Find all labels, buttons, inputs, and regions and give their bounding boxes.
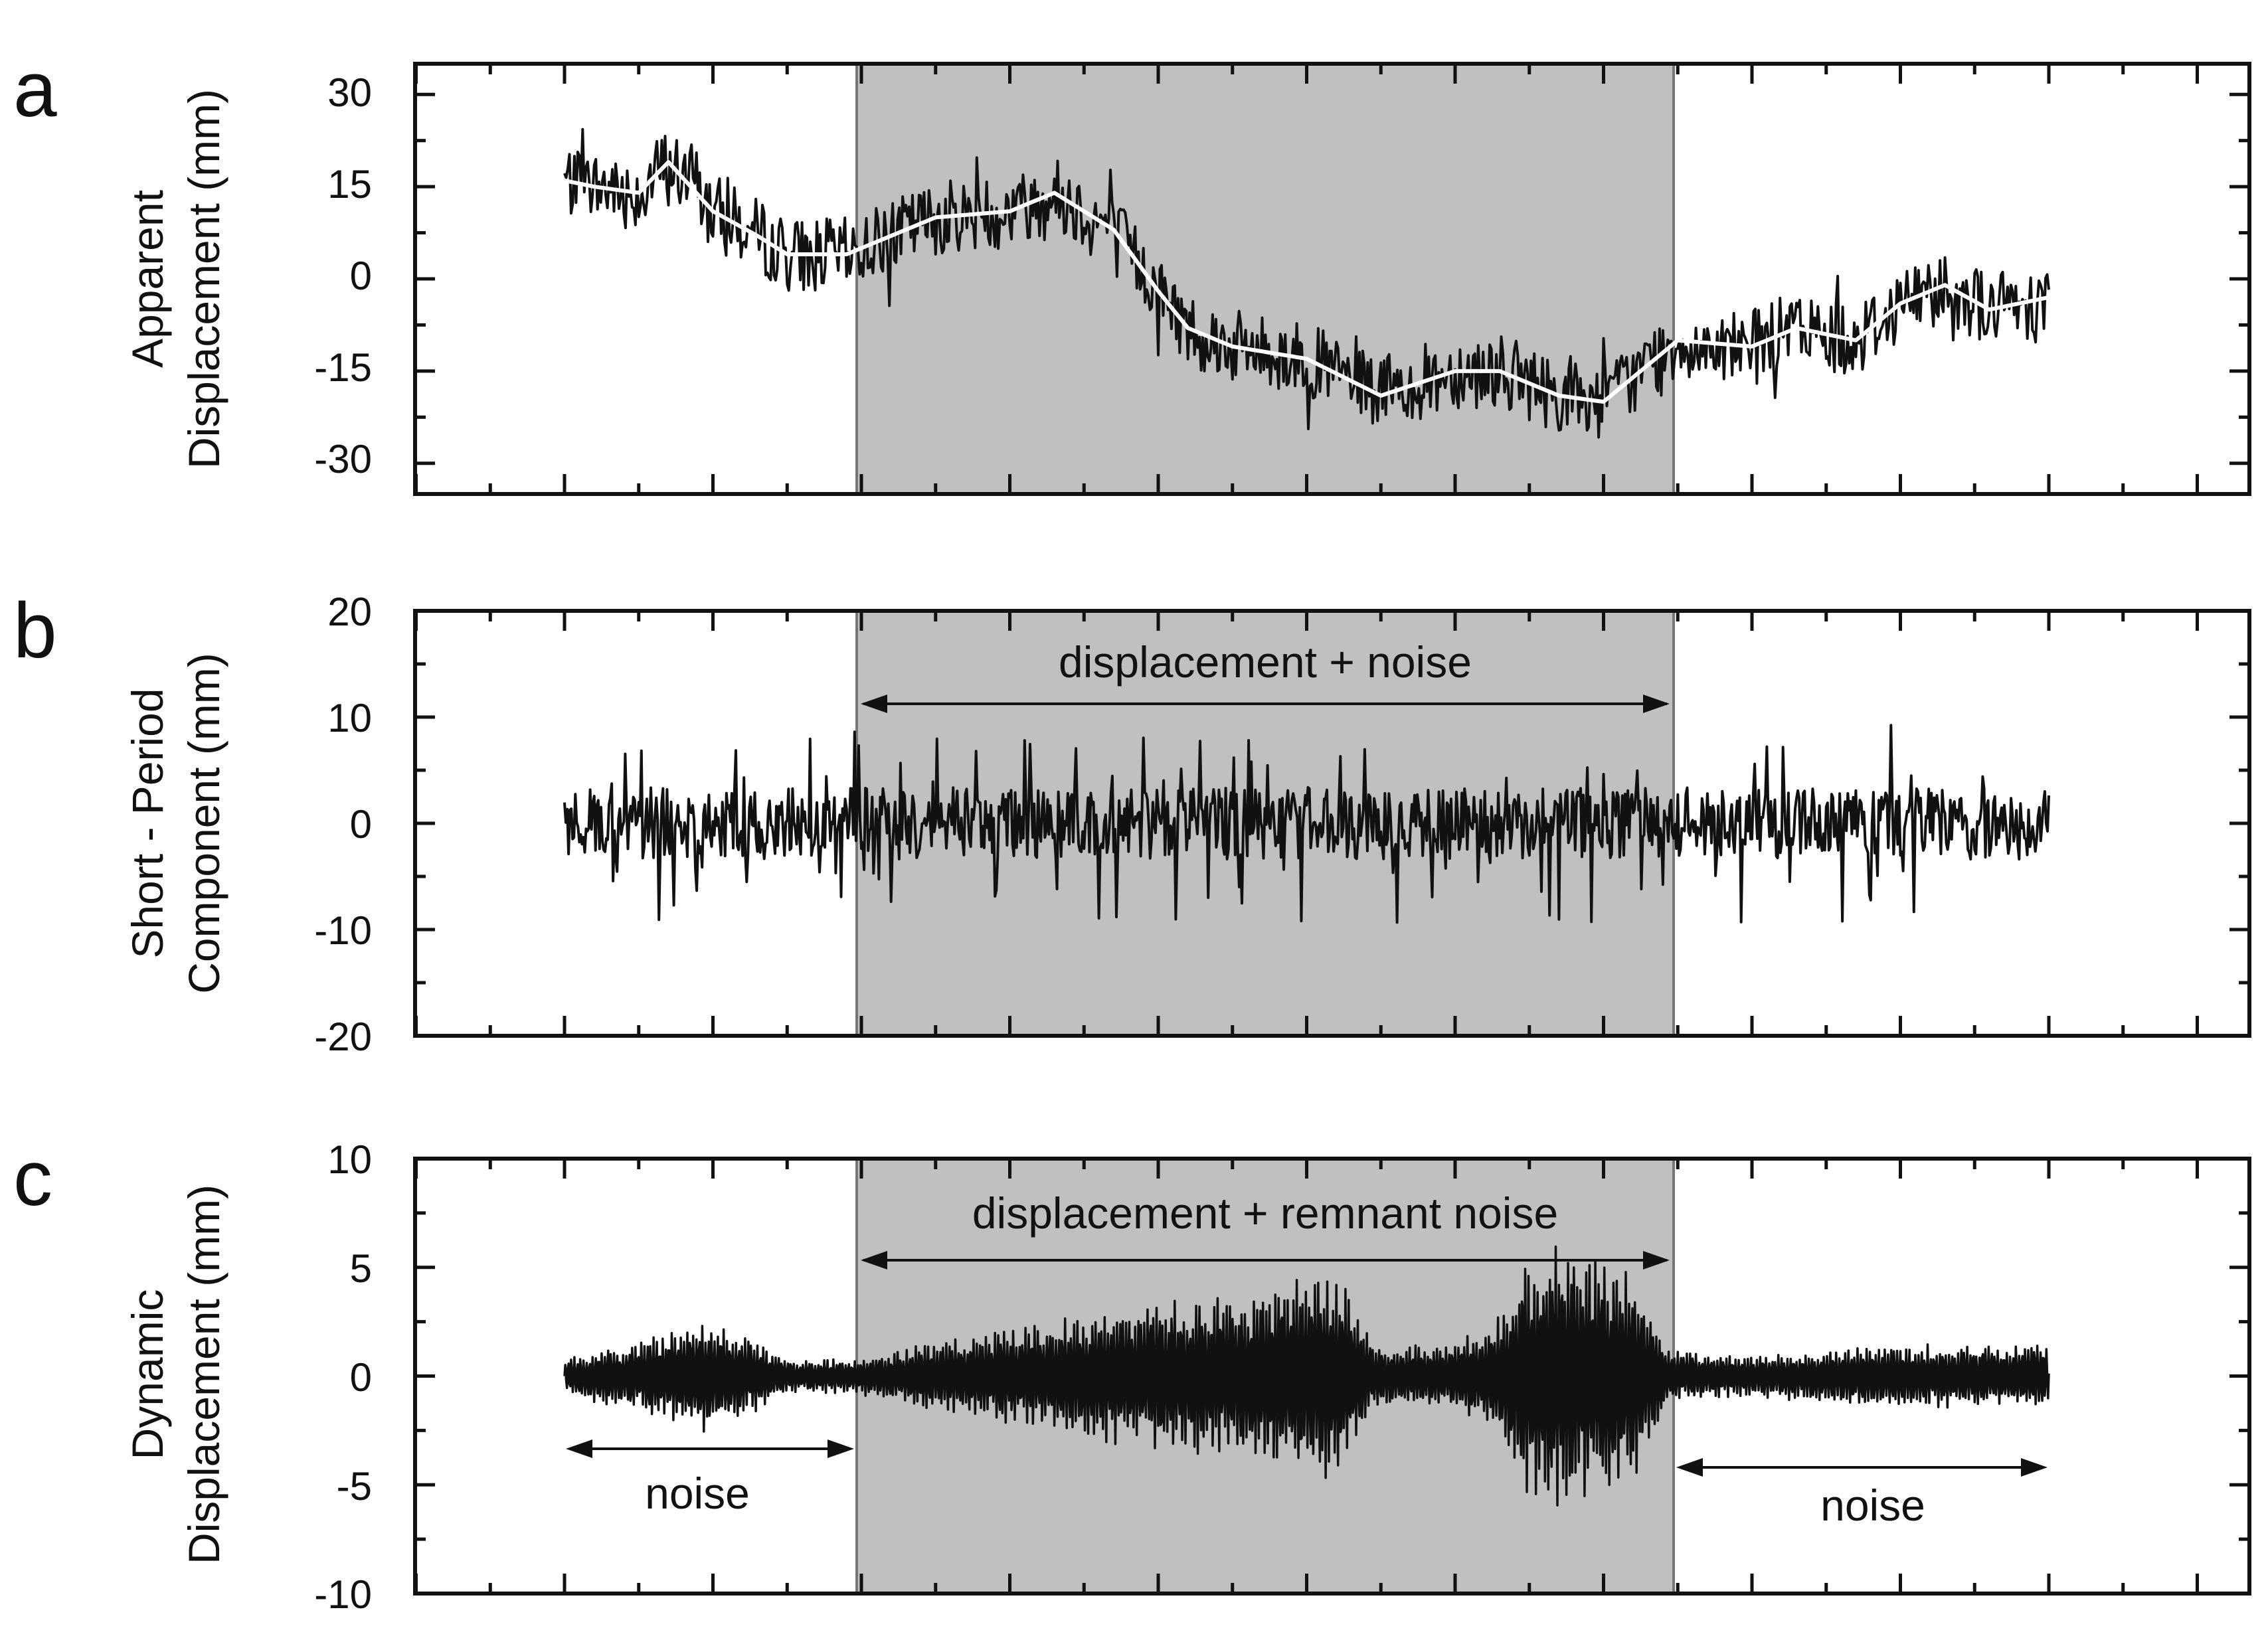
- panel-c-ticks: [414, 1157, 2249, 1596]
- panel-c-trace: [563, 1245, 2050, 1507]
- panel-b-trace: [563, 724, 2050, 924]
- panel-b-ytick: 10: [327, 696, 372, 740]
- panel-a-ticks: [414, 64, 2249, 494]
- panel-c-annotation-main: displacement + remnant noise: [972, 1189, 1558, 1238]
- panel-b-ytick: -10: [314, 908, 372, 953]
- panel-b-ytick: -20: [314, 1015, 372, 1059]
- panel-c-ylabel-line2: Displacement (mm): [179, 1185, 228, 1564]
- panel-c-ytick: -10: [314, 1572, 372, 1617]
- panel-a-ylabel-line2: Displacement (mm): [179, 89, 228, 469]
- panel-a-smooth-trace: [564, 160, 2050, 404]
- panel-a-ylabel-line1: Apparent: [123, 190, 172, 368]
- panel-a-ytick: 0: [350, 254, 372, 298]
- panel-b-arrow: [861, 695, 1670, 713]
- panel-c-arrow-main: [861, 1251, 1670, 1270]
- panel-b-ytick: 0: [350, 802, 372, 847]
- panel-b-annotation: displacement + noise: [1059, 637, 1472, 687]
- panel-c-ylabel-line1: Dynamic: [123, 1289, 172, 1460]
- panel-c-ytick: 5: [350, 1246, 372, 1291]
- panel-a-noisy-trace: [563, 127, 2050, 439]
- panel-c-letter: c: [13, 1135, 52, 1222]
- panel-c-annotation-noise-left: noise: [645, 1469, 750, 1518]
- panel-b-plot: [563, 724, 2050, 924]
- panel-b-ylabel-line2: Component (mm): [179, 653, 228, 993]
- panel-c-arrow-noise-right: [1676, 1458, 2048, 1477]
- panel-b-letter: b: [13, 587, 57, 675]
- panel-b-ylabel-line1: Short - Period: [123, 688, 172, 958]
- panel-a-ytick: -30: [314, 437, 372, 481]
- panel-b-ticks: [414, 609, 2249, 1038]
- panel-a-plot: [563, 127, 2050, 439]
- panel-b: b 20 10 0 -10 -20 Short - Period Compone…: [13, 587, 2251, 1059]
- panel-a-letter: a: [13, 46, 57, 133]
- panel-a: a 30 15 0 -15 -30 Apparent Displacement …: [13, 46, 2251, 496]
- panel-c-ytick: 10: [327, 1137, 372, 1182]
- panel-a-ytick: 15: [327, 162, 372, 206]
- panel-c-annotation-noise-right: noise: [1820, 1481, 1925, 1530]
- panel-c-arrow-noise-left: [566, 1439, 854, 1458]
- panel-c: c 10 5 0 -5 -10 Dynamic Displacement (mm…: [13, 1135, 2251, 1617]
- panel-c-ytick: -5: [337, 1464, 372, 1509]
- panel-c-ytick: 0: [350, 1355, 372, 1400]
- panel-a-ytick: 30: [327, 70, 372, 115]
- panel-a-shade: [857, 64, 1674, 494]
- panel-a-ytick: -15: [314, 345, 372, 390]
- panel-c-plot: [563, 1245, 2050, 1507]
- panel-b-ytick: 20: [327, 590, 372, 634]
